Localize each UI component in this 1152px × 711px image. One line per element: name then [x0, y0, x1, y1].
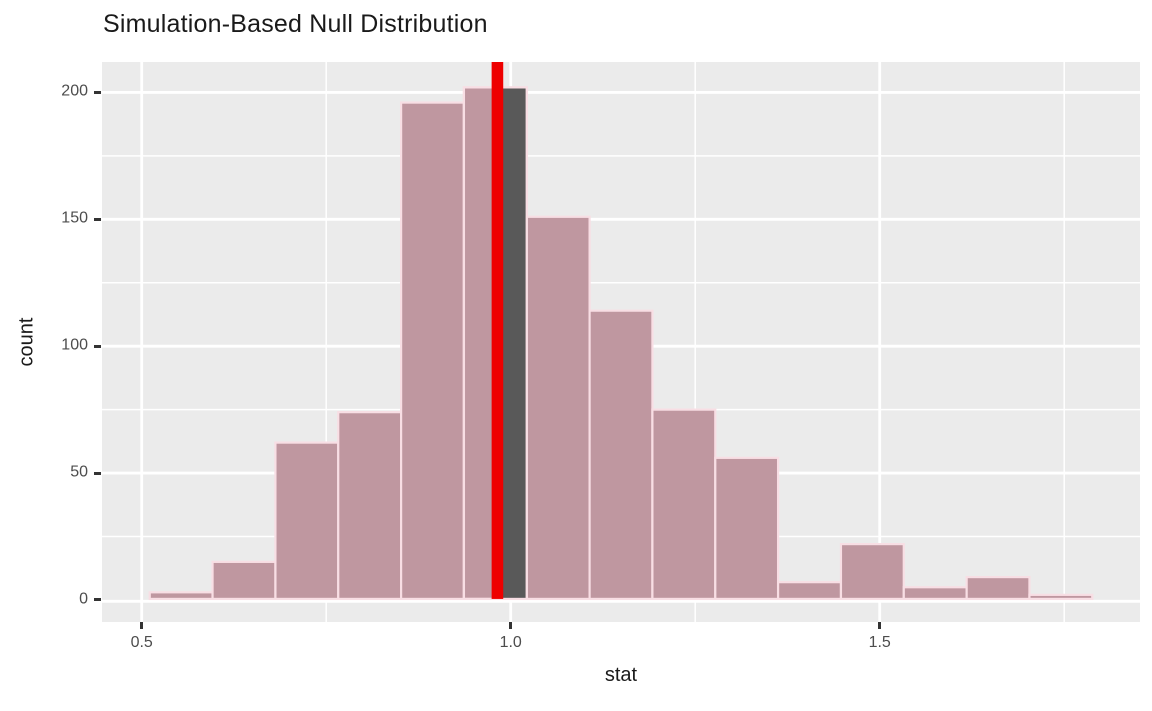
plot-panel — [102, 62, 1140, 622]
histogram-bar — [211, 560, 277, 601]
y-tick-label: 50 — [70, 463, 88, 481]
y-tick-mark — [94, 344, 101, 348]
histogram-bar — [525, 215, 591, 601]
histogram-bar — [776, 581, 843, 601]
x-tick-label: 1.0 — [499, 634, 522, 651]
histogram-bar — [714, 456, 780, 601]
x-tick-label: 1.5 — [868, 634, 891, 651]
plot-title: Simulation-Based Null Distribution — [103, 10, 488, 38]
histogram-bar — [1028, 593, 1094, 601]
x-tick-mark — [509, 622, 513, 629]
y-tick-mark — [94, 217, 101, 221]
y-tick-label: 0 — [79, 590, 88, 608]
y-tick-mark — [94, 471, 101, 475]
y-tick-mark — [94, 90, 101, 94]
histogram-bar — [965, 575, 1031, 601]
y-tick-label: 100 — [61, 336, 88, 354]
histogram-bar — [274, 441, 340, 601]
histogram-bar — [651, 408, 717, 601]
histogram-bar — [902, 586, 968, 601]
histogram-bar — [400, 101, 466, 601]
histogram-svg — [102, 62, 1140, 622]
x-tick-label: 0.5 — [130, 634, 153, 651]
x-tick-mark — [140, 622, 144, 629]
y-tick-mark — [94, 598, 101, 602]
observed-stat-line — [491, 62, 504, 599]
histogram-bar — [588, 309, 654, 601]
y-tick-label: 150 — [61, 209, 88, 227]
y-tick-label: 200 — [61, 83, 88, 101]
histogram-bar — [337, 411, 403, 601]
histogram-bar — [839, 543, 905, 601]
x-tick-mark — [878, 622, 882, 629]
histogram-bar — [148, 591, 214, 601]
x-axis-title: stat — [604, 664, 638, 686]
